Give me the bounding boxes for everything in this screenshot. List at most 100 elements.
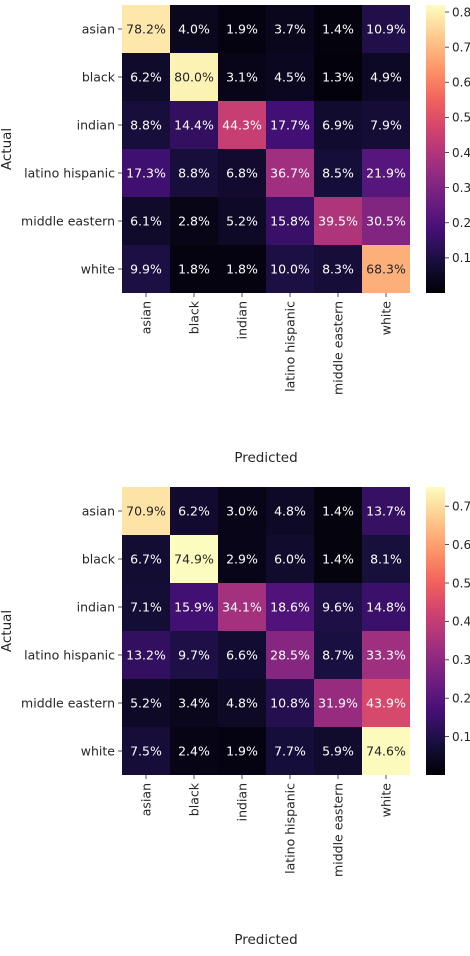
cell-value-label: 3.0% <box>226 504 258 519</box>
cell-value-label: 7.5% <box>130 744 162 759</box>
colorbar-tick-label: 0.3 <box>452 653 470 667</box>
cell-value-label: 5.2% <box>226 214 258 229</box>
heatmap-cell <box>362 679 410 727</box>
colorbar-tick-label: 0.4 <box>452 146 470 160</box>
cell-value-label: 9.9% <box>130 262 162 277</box>
x-tick-label: black <box>187 300 202 334</box>
cell-value-label: 33.3% <box>366 648 406 663</box>
heatmap-cell <box>266 197 314 245</box>
cell-value-label: 13.7% <box>366 504 406 519</box>
cell-value-label: 74.6% <box>366 744 406 759</box>
heatmap-cell <box>362 583 410 631</box>
cell-value-label: 34.1% <box>222 600 262 615</box>
cell-value-label: 6.8% <box>226 166 258 181</box>
x-tick-label: asian <box>139 783 154 816</box>
x-tick-label: latino hispanic <box>283 301 298 392</box>
cell-value-label: 6.2% <box>178 504 210 519</box>
cell-value-label: 1.9% <box>226 22 258 37</box>
heatmap-cell <box>170 5 218 53</box>
heatmap-cell <box>170 197 218 245</box>
heatmap-cell <box>170 101 218 149</box>
x-tick-labels: asian black indian latino hispanic middle ea… <box>139 775 394 877</box>
heatmap-panel-top: 78.2% 4.0% 1.9% 3.7% 1.4% 10.9% 6.2% 80.0% 3.1% 4… <box>0 5 470 466</box>
cell-value-label: 44.3% <box>222 118 262 133</box>
heatmap-cell <box>362 487 410 535</box>
y-tick-label: middle eastern <box>21 214 115 229</box>
cell-value-label: 7.7% <box>274 744 306 759</box>
y-axis-title: Actual <box>0 610 15 652</box>
heatmap-cell <box>122 679 170 727</box>
heatmap-cell <box>218 679 266 727</box>
colorbar-tick-label: 0.6 <box>452 538 470 552</box>
colorbar-tick-label: 0.2 <box>452 216 470 230</box>
cell-value-label: 18.6% <box>270 600 310 615</box>
heatmap-cell <box>362 101 410 149</box>
colorbar-tick-label: 0.2 <box>452 692 470 706</box>
cell-value-label: 2.4% <box>178 744 210 759</box>
colorbar-tick-label: 0.4 <box>452 615 470 629</box>
cell-value-label: 43.9% <box>366 696 406 711</box>
y-tick-label: middle eastern <box>21 696 115 711</box>
cell-value-label: 31.9% <box>318 696 358 711</box>
heatmap-cells: 78.2% 4.0% 1.9% 3.7% 1.4% 10.9% 6.2% 80.0% 3.1% 4… <box>122 5 410 293</box>
cell-value-label: 80.0% <box>174 70 214 85</box>
heatmap-cell <box>122 53 170 101</box>
cell-value-label: 8.8% <box>130 118 162 133</box>
y-tick-label: asian <box>82 22 115 37</box>
heatmap-cell <box>170 149 218 197</box>
cell-value-label: 14.4% <box>174 118 214 133</box>
heatmap-cell <box>266 727 314 775</box>
y-tick-label: latino hispanic <box>24 648 115 663</box>
colorbar-tick-label: 0.3 <box>452 181 470 195</box>
cell-value-label: 10.0% <box>270 262 310 277</box>
cell-value-label: 13.2% <box>126 648 166 663</box>
cell-value-label: 14.8% <box>366 600 406 615</box>
heatmap-cell <box>362 5 410 53</box>
cell-value-label: 28.5% <box>270 648 310 663</box>
cell-value-label: 7.1% <box>130 600 162 615</box>
cell-value-label: 4.5% <box>274 70 306 85</box>
heatmap-cell <box>218 487 266 535</box>
heatmap-cell <box>266 245 314 293</box>
colorbar-tick-label: 0.8 <box>452 5 470 19</box>
cell-value-label: 6.6% <box>226 648 258 663</box>
heatmap-cell <box>218 197 266 245</box>
y-tick-label: black <box>82 552 116 567</box>
cell-value-label: 17.7% <box>270 118 310 133</box>
cell-value-label: 3.1% <box>226 70 258 85</box>
x-axis-title: Predicted <box>234 932 297 948</box>
heatmap-cell <box>122 101 170 149</box>
y-tick-label: asian <box>82 504 115 519</box>
cell-value-label: 1.3% <box>322 70 354 85</box>
x-tick-label: white <box>379 301 394 336</box>
y-axis-title: Actual <box>0 128 15 170</box>
heatmap-cell <box>218 5 266 53</box>
heatmap-cell <box>170 583 218 631</box>
cell-value-label: 5.2% <box>130 696 162 711</box>
heatmap-cell <box>122 631 170 679</box>
cell-value-label: 1.4% <box>322 504 354 519</box>
y-tick-label: white <box>81 744 116 759</box>
heatmap-cell <box>218 583 266 631</box>
heatmap-cell <box>314 197 362 245</box>
heatmap-cell <box>122 149 170 197</box>
heatmap-cell <box>362 53 410 101</box>
cell-value-label: 5.9% <box>322 744 354 759</box>
cell-value-label: 8.7% <box>322 648 354 663</box>
cell-value-label: 1.4% <box>322 22 354 37</box>
x-tick-label: indian <box>235 301 250 339</box>
cell-value-label: 8.5% <box>322 166 354 181</box>
cell-value-label: 36.7% <box>270 166 310 181</box>
heatmap-cell <box>122 535 170 583</box>
cell-value-label: 74.9% <box>174 552 214 567</box>
x-tick-label: latino hispanic <box>283 783 298 874</box>
cell-value-label: 1.9% <box>226 744 258 759</box>
cell-value-label: 9.6% <box>322 600 354 615</box>
cell-value-label: 7.9% <box>370 118 402 133</box>
cell-value-label: 2.9% <box>226 552 258 567</box>
cell-value-label: 8.8% <box>178 166 210 181</box>
x-tick-label: asian <box>139 301 154 334</box>
heatmap-cell <box>314 149 362 197</box>
heatmap-cell <box>362 631 410 679</box>
